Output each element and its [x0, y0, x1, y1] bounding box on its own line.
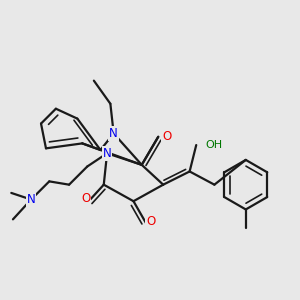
Text: OH: OH: [206, 140, 223, 150]
Text: O: O: [146, 215, 155, 228]
Text: N: N: [109, 127, 118, 140]
Text: O: O: [81, 192, 90, 206]
Text: N: N: [27, 193, 35, 206]
Text: O: O: [162, 130, 171, 143]
Text: N: N: [103, 147, 111, 160]
